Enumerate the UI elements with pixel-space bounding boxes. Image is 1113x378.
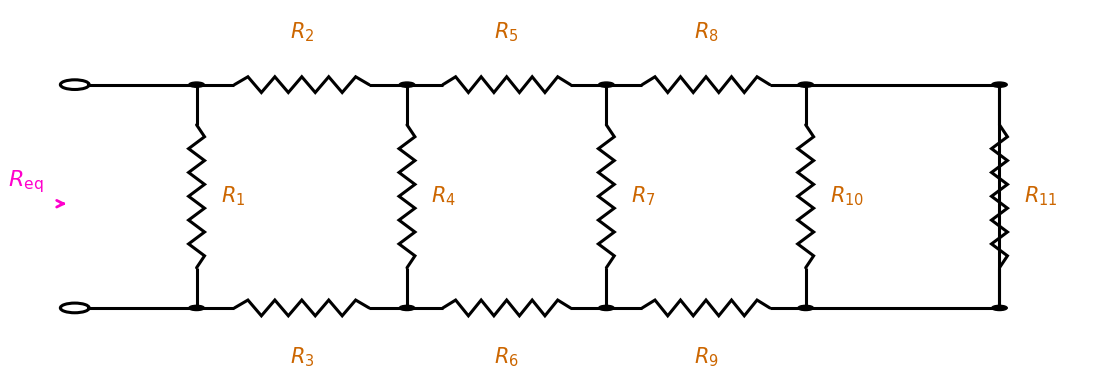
Circle shape bbox=[599, 305, 614, 311]
Circle shape bbox=[798, 305, 814, 311]
Text: $R_6$: $R_6$ bbox=[494, 345, 519, 369]
Text: $R_8$: $R_8$ bbox=[693, 20, 718, 44]
Text: $R_{11}$: $R_{11}$ bbox=[1024, 184, 1057, 208]
Circle shape bbox=[400, 305, 415, 311]
Text: $R_\mathrm{eq}$: $R_\mathrm{eq}$ bbox=[8, 168, 43, 195]
Text: $R_4$: $R_4$ bbox=[432, 184, 456, 208]
Text: $R_9$: $R_9$ bbox=[693, 345, 718, 369]
Text: $R_3$: $R_3$ bbox=[289, 345, 314, 369]
Circle shape bbox=[400, 82, 415, 87]
Text: $R_5$: $R_5$ bbox=[494, 20, 519, 44]
Text: $R_7$: $R_7$ bbox=[631, 184, 656, 208]
Circle shape bbox=[992, 82, 1007, 87]
Text: $R_1$: $R_1$ bbox=[221, 184, 245, 208]
Text: $R_2$: $R_2$ bbox=[289, 20, 314, 44]
Circle shape bbox=[189, 82, 205, 87]
Circle shape bbox=[189, 305, 205, 311]
Circle shape bbox=[599, 82, 614, 87]
Text: $R_{10}$: $R_{10}$ bbox=[830, 184, 864, 208]
Circle shape bbox=[992, 305, 1007, 311]
Circle shape bbox=[798, 82, 814, 87]
